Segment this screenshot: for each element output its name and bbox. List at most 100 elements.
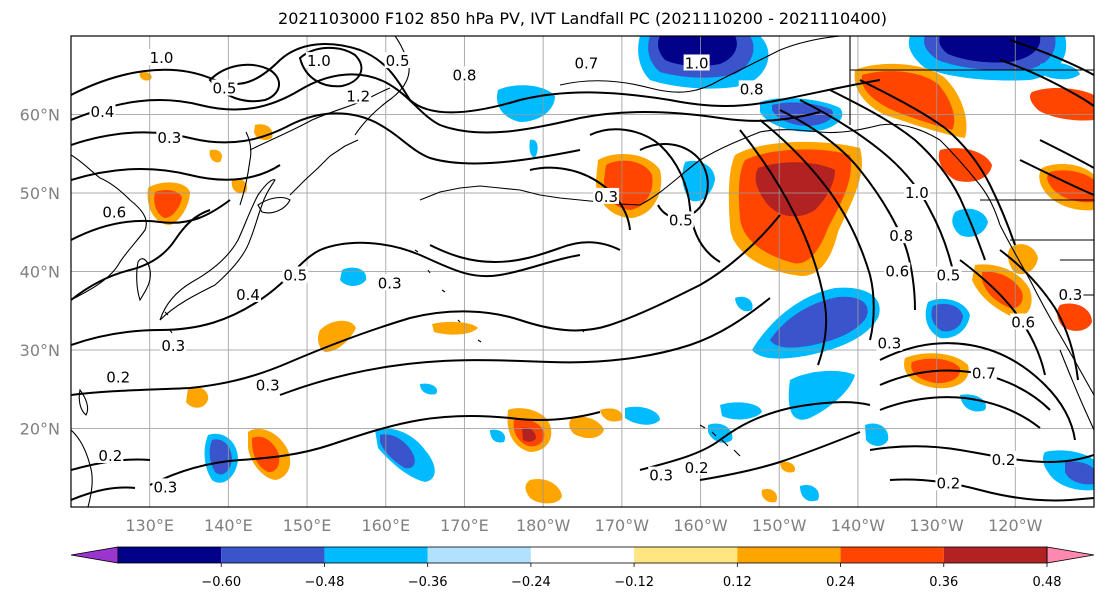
lat-tick-label: 20°N bbox=[20, 420, 60, 439]
colorbar-segment bbox=[840, 547, 944, 563]
contour-label: 0.5 bbox=[936, 266, 960, 284]
pv-shade-negative bbox=[1065, 461, 1094, 485]
north-america-west-coast bbox=[999, 224, 1094, 396]
contour-label: 0.3 bbox=[378, 274, 402, 292]
contour-label-halo bbox=[152, 478, 179, 495]
alaska-coastline bbox=[639, 123, 1001, 226]
contour-label: 0.5 bbox=[669, 211, 693, 229]
pv-shade-positive bbox=[186, 386, 209, 408]
colorbar-outline bbox=[117, 546, 1048, 564]
latitude-axis: 20°N 30°N 40°N 50°N 60°N bbox=[20, 106, 60, 439]
pv-shade-negative bbox=[490, 429, 506, 443]
contour-line bbox=[71, 164, 281, 181]
pv-shade-negative bbox=[720, 402, 762, 420]
contour-label: 0.4 bbox=[236, 286, 260, 304]
pv-shade-positive bbox=[154, 190, 182, 218]
pv-shade-positive bbox=[780, 461, 796, 473]
kuril-islands bbox=[289, 139, 359, 196]
colorbar-tick-label: −0.12 bbox=[614, 575, 654, 590]
kamchatka-coastline bbox=[354, 36, 410, 136]
contour-label: 0.5 bbox=[283, 266, 307, 284]
contour-line bbox=[699, 431, 861, 481]
contour-label-halo bbox=[903, 184, 930, 200]
lon-tick-label: 140°E bbox=[204, 516, 253, 535]
colorbar-extend-high bbox=[1046, 546, 1095, 564]
contour-label: 0.3 bbox=[877, 335, 901, 353]
contour-line bbox=[859, 79, 1016, 246]
contour-label: 0.3 bbox=[154, 478, 178, 496]
colorbar-tick-label: 0.12 bbox=[723, 575, 752, 590]
chart-title: 2021103000 F102 850 hPa PV, IVT Landfall… bbox=[278, 9, 887, 28]
pv-shade-positive bbox=[139, 71, 152, 81]
contour-label-halo bbox=[156, 129, 183, 146]
contour-label-halo bbox=[148, 48, 175, 65]
lon-tick-label: 130°W bbox=[909, 516, 964, 535]
contour-label: 1.0 bbox=[307, 52, 331, 70]
contour-label-halo bbox=[384, 52, 411, 69]
pv-shade-negative bbox=[625, 406, 660, 425]
contour-line bbox=[71, 214, 781, 396]
contour-label: 0.2 bbox=[106, 368, 130, 386]
contour-label-halo bbox=[376, 274, 403, 291]
contour-label: 0.8 bbox=[889, 227, 913, 245]
colorbar-tick-label: −0.60 bbox=[201, 575, 241, 590]
colorbar-segment bbox=[943, 547, 1047, 563]
colorbar-tick-label: −0.36 bbox=[408, 575, 448, 590]
contour-line bbox=[999, 249, 1079, 381]
contour-line bbox=[999, 39, 1094, 107]
colorbar-segment bbox=[530, 547, 635, 563]
lon-tick-label: 150°E bbox=[283, 516, 332, 535]
ivt-contour-layer bbox=[71, 39, 1094, 502]
contour-label: 1.0 bbox=[150, 49, 174, 67]
contour-line bbox=[739, 129, 828, 366]
contour-line bbox=[71, 241, 581, 346]
contour-label: 0.6 bbox=[885, 263, 909, 281]
pv-shade-negative bbox=[788, 370, 855, 420]
contour-line bbox=[71, 199, 231, 241]
korea-coastline bbox=[136, 258, 151, 302]
contour-line bbox=[879, 342, 1076, 441]
pv-shade-strong bbox=[755, 162, 835, 217]
colorbar-segment bbox=[324, 547, 428, 563]
pv-shade-positive bbox=[254, 124, 273, 140]
contour-label: 0.3 bbox=[161, 337, 185, 355]
contour-label-halo bbox=[884, 262, 911, 279]
lat-tick-label: 30°N bbox=[20, 341, 60, 360]
pv-shade-positive bbox=[231, 178, 248, 194]
contour-label-halo bbox=[345, 87, 372, 104]
hawaii-islands bbox=[699, 424, 741, 457]
taiwan-coastline bbox=[78, 388, 89, 416]
contour-label-halo bbox=[89, 103, 116, 120]
contour-label-halo bbox=[935, 474, 962, 491]
contour-label-halo bbox=[683, 54, 710, 71]
pv-shade-positive bbox=[209, 149, 222, 163]
contour-line bbox=[208, 63, 280, 103]
contour-label-halo bbox=[254, 376, 281, 393]
contour-label-halo bbox=[935, 266, 962, 283]
contour-line bbox=[429, 241, 621, 264]
contour-label-halo bbox=[211, 79, 238, 96]
contour-label: 0.3 bbox=[1058, 286, 1082, 304]
contour-labels: 1.0 0.5 1.0 0.5 1.2 0.4 0.3 0.6 0.5 0.4 0.3 0.3 0.2 0… bbox=[89, 48, 1084, 496]
contour-label-halo bbox=[683, 458, 710, 475]
lon-tick-label: 160°W bbox=[673, 516, 728, 535]
colorbar: −0.60 −0.48 −0.36 −0.24 −0.12 0.12 0.24 0.36 0.4… bbox=[70, 546, 1095, 590]
colorbar-segment bbox=[221, 547, 325, 563]
pv-shade-negative bbox=[865, 423, 889, 446]
lon-tick-label: 150°W bbox=[752, 516, 807, 535]
contour-label: 0.3 bbox=[256, 376, 280, 394]
contour-line bbox=[639, 401, 871, 471]
colorbar-tick-label: −0.48 bbox=[305, 575, 345, 590]
japan-coastline bbox=[159, 179, 276, 321]
contour-label: 0.4 bbox=[91, 103, 115, 121]
pv-shade-positive bbox=[432, 321, 478, 335]
pv-shade-positive bbox=[525, 478, 562, 504]
pv-shade-negative bbox=[735, 296, 753, 312]
contour-label-halo bbox=[1057, 286, 1084, 303]
contour-label: 0.6 bbox=[1011, 314, 1035, 332]
colorbar-segment bbox=[118, 547, 222, 563]
canada-border bbox=[849, 36, 1094, 296]
contour-label: 0.6 bbox=[102, 204, 126, 222]
contour-label-halo bbox=[738, 80, 765, 97]
